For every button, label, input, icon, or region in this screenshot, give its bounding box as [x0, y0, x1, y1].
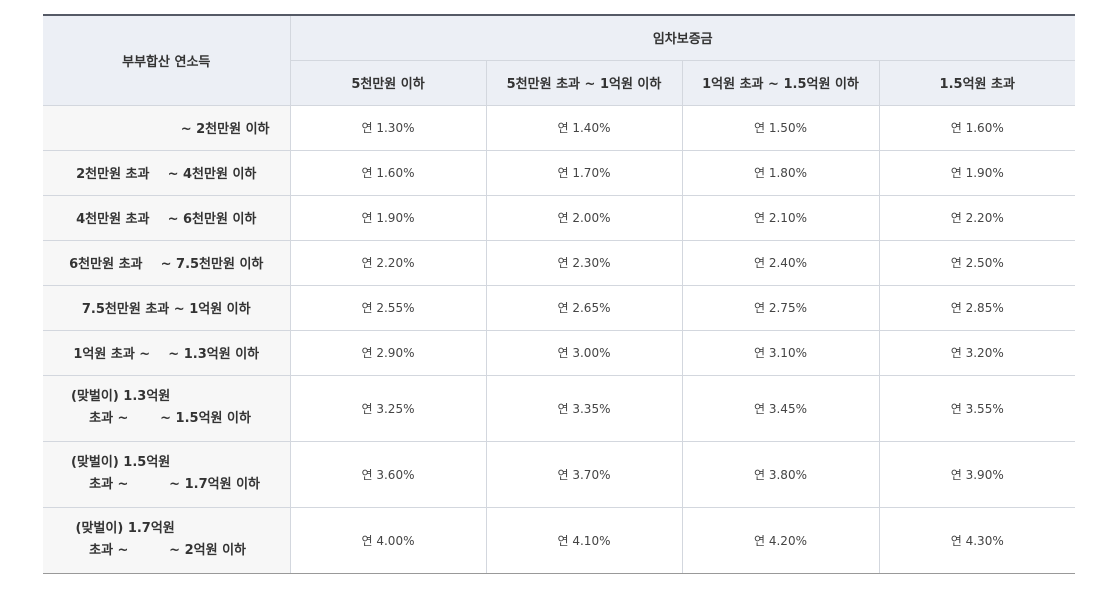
rate-cell: 연 2.00% [485, 194, 683, 241]
income-bracket-cell: (맞벌이) 1.3억원 초과 ~ ~ 1.5억원 이하 [43, 374, 291, 442]
rate-cell: 연 2.85% [878, 284, 1075, 331]
deposit-column-header: 1억원 초과 ~ 1.5억원 이하 [681, 59, 880, 106]
rate-cell: 연 3.70% [485, 440, 683, 508]
rate-cell: 연 1.70% [485, 149, 683, 196]
table-header: 부부합산 연소득 임차보증금 5천만원 이하 5천만원 초과 ~ 1억원 이하 … [43, 14, 1075, 106]
income-column-header: 부부합산 연소득 [43, 14, 291, 106]
rate-cell: 연 3.90% [878, 440, 1075, 508]
income-bracket-cell: 6천만원 초과 ~ 7.5천만원 이하 [43, 239, 291, 286]
rate-cell: 연 4.20% [681, 506, 880, 574]
income-bracket-cell: 7.5천만원 초과 ~ 1억원 이하 [43, 284, 291, 331]
rate-cell: 연 2.20% [289, 239, 487, 286]
table-row: 4천만원 초과 ~ 6천만원 이하 연 1.90% 연 2.00% 연 2.10… [43, 194, 1075, 241]
table-row: 7.5천만원 초과 ~ 1억원 이하 연 2.55% 연 2.65% 연 2.7… [43, 284, 1075, 331]
rate-cell: 연 1.50% [681, 104, 880, 151]
rate-cell: 연 4.00% [289, 506, 487, 574]
income-bracket-cell: (맞벌이) 1.5억원 초과 ~ ~ 1.7억원 이하 [43, 440, 291, 508]
rate-cell: 연 2.30% [485, 239, 683, 286]
rate-cell: 연 2.75% [681, 284, 880, 331]
deposit-column-header: 5천만원 초과 ~ 1억원 이하 [485, 59, 683, 106]
income-bracket-cell: (맞벌이) 1.7억원 초과 ~ ~ 2억원 이하 [43, 506, 291, 574]
deposit-column-header: 1.5억원 초과 [878, 59, 1075, 106]
rate-cell: 연 1.60% [289, 149, 487, 196]
income-bracket-cell: 1억원 초과 ~ ~ 1.3억원 이하 [43, 329, 291, 376]
rate-cell: 연 2.55% [289, 284, 487, 331]
income-bracket-line: 초과 ~ ~ 1.7억원 이하 [71, 477, 260, 492]
deposit-group-header: 임차보증금 [289, 14, 1075, 61]
table-row: 2천만원 초과 ~ 4천만원 이하 연 1.60% 연 1.70% 연 1.80… [43, 149, 1075, 196]
rate-cell: 연 3.20% [878, 329, 1075, 376]
table-row: 6천만원 초과 ~ 7.5천만원 이하 연 2.20% 연 2.30% 연 2.… [43, 239, 1075, 286]
table-row: 1억원 초과 ~ ~ 1.3억원 이하 연 2.90% 연 3.00% 연 3.… [43, 329, 1075, 376]
rate-cell: 연 1.90% [878, 149, 1075, 196]
rate-cell: 연 2.20% [878, 194, 1075, 241]
income-bracket-line: (맞벌이) 1.5억원 [71, 455, 171, 470]
income-bracket-line: 초과 ~ ~ 2억원 이하 [71, 543, 247, 558]
rate-cell: 연 3.10% [681, 329, 880, 376]
rate-cell: 연 1.80% [681, 149, 880, 196]
rate-cell: 연 3.80% [681, 440, 880, 508]
rate-cell: 연 3.25% [289, 374, 487, 442]
rate-cell: 연 3.60% [289, 440, 487, 508]
rate-cell: 연 3.45% [681, 374, 880, 442]
income-bracket-line: (맞벌이) 1.3억원 [71, 389, 171, 404]
rate-cell: 연 2.65% [485, 284, 683, 331]
income-bracket-cell: 4천만원 초과 ~ 6천만원 이하 [43, 194, 291, 241]
rate-cell: 연 3.35% [485, 374, 683, 442]
rate-cell: 연 1.60% [878, 104, 1075, 151]
rate-cell: 연 2.50% [878, 239, 1075, 286]
table-row: ~ 2천만원 이하 연 1.30% 연 1.40% 연 1.50% 연 1.60… [43, 104, 1075, 151]
rate-cell: 연 2.40% [681, 239, 880, 286]
income-bracket-cell: ~ 2천만원 이하 [43, 104, 291, 151]
income-bracket-line: (맞벌이) 1.7억원 [71, 521, 175, 536]
deposit-column-header: 5천만원 이하 [290, 59, 487, 106]
rate-cell: 연 4.30% [878, 506, 1075, 574]
table-row: (맞벌이) 1.7억원 초과 ~ ~ 2억원 이하 연 4.00% 연 4.10… [43, 506, 1075, 574]
rate-cell: 연 4.10% [485, 506, 683, 574]
rate-cell: 연 1.90% [289, 194, 487, 241]
rate-cell: 연 1.30% [289, 104, 487, 151]
rate-cell: 연 1.40% [485, 104, 683, 151]
rate-cell: 연 2.10% [681, 194, 880, 241]
interest-rate-table: 부부합산 연소득 임차보증금 5천만원 이하 5천만원 초과 ~ 1억원 이하 … [43, 14, 1075, 574]
rate-cell: 연 3.00% [485, 329, 683, 376]
table-body: ~ 2천만원 이하 연 1.30% 연 1.40% 연 1.50% 연 1.60… [43, 104, 1075, 574]
income-bracket-cell: 2천만원 초과 ~ 4천만원 이하 [43, 149, 291, 196]
table-row: (맞벌이) 1.3억원 초과 ~ ~ 1.5억원 이하 연 3.25% 연 3.… [43, 374, 1075, 442]
rate-cell: 연 3.55% [878, 374, 1075, 442]
income-bracket-line: 초과 ~ ~ 1.5억원 이하 [71, 411, 251, 426]
table-row: (맞벌이) 1.5억원 초과 ~ ~ 1.7억원 이하 연 3.60% 연 3.… [43, 440, 1075, 508]
rate-cell: 연 2.90% [289, 329, 487, 376]
